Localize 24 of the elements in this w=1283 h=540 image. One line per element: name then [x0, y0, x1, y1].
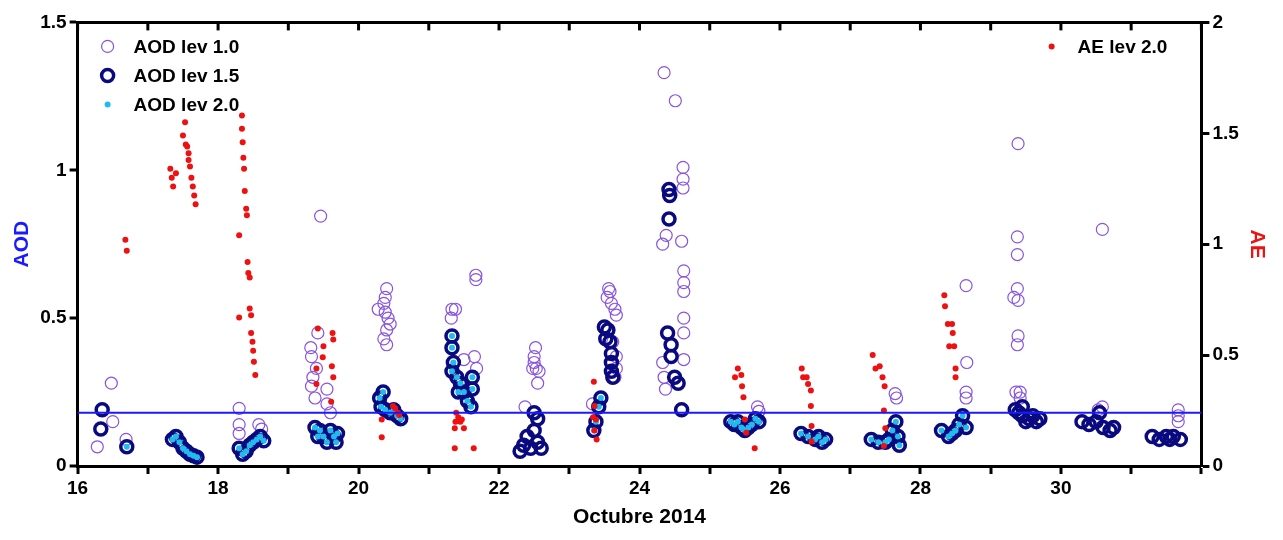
y2-tick-label: 0	[1212, 454, 1223, 476]
y2-tick-label: 1.5	[1212, 121, 1240, 143]
y2-tick-label: 0.5	[1212, 343, 1240, 365]
x-tick-label: 20	[347, 476, 370, 498]
y-tick-label: 0.5	[40, 306, 68, 328]
y-tick-label: 0	[56, 454, 67, 476]
legend-label: AOD lev 2.0	[133, 93, 240, 115]
legend-label: AOD lev 1.5	[133, 64, 240, 86]
legend-label: AOD lev 1.0	[133, 35, 240, 57]
x-tick-label: 30	[1050, 476, 1072, 498]
x-axis-title: Octubre 2014	[572, 504, 707, 528]
x-tick-label: 28	[909, 476, 932, 498]
y2-axis-title: AE	[1246, 229, 1270, 259]
x-tick-label: 24	[628, 476, 651, 498]
y-tick-label: 1	[56, 158, 68, 180]
y-axis-title: AOD	[9, 220, 33, 268]
y2-tick-label: 2	[1212, 10, 1223, 32]
x-tick-label: 18	[207, 476, 229, 498]
x-tick-label: 16	[67, 476, 89, 498]
legend-label: AE lev 2.0	[1077, 35, 1168, 57]
y2-tick-label: 1	[1212, 232, 1224, 254]
x-tick-label: 26	[769, 476, 791, 498]
x-tick-label: 22	[488, 476, 510, 498]
y-tick-label: 1.5	[40, 10, 68, 32]
